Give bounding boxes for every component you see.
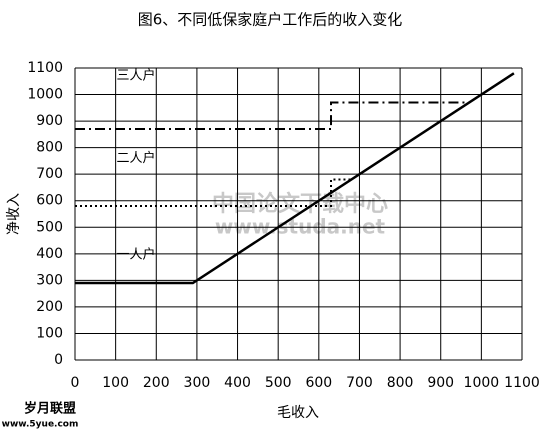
x-tick-label: 900	[427, 375, 454, 391]
x-tick-label: 800	[387, 375, 414, 391]
x-tick-label: 300	[184, 375, 211, 391]
y-tick-label: 1000	[27, 87, 63, 103]
chart-title: 图6、不同低保家庭户工作后的收入变化	[138, 11, 403, 29]
x-tick-label: 500	[265, 375, 292, 391]
y-tick-label: 200	[36, 299, 63, 315]
y-tick-label: 100	[36, 325, 63, 341]
y-tick-label: 500	[36, 219, 63, 235]
y-tick-label: 900	[36, 113, 63, 129]
x-tick-label: 600	[305, 375, 332, 391]
x-tick-label: 100	[102, 375, 129, 391]
y-tick-label: 600	[36, 193, 63, 209]
x-tick-label: 700	[346, 375, 373, 391]
annotation: 一人户	[116, 247, 155, 263]
y-tick-label: 700	[36, 166, 63, 182]
watermark: www.5yue.com	[2, 420, 79, 430]
x-axis-label: 毛收入	[277, 405, 319, 421]
y-tick-label: 300	[36, 272, 63, 288]
y-tick-label: 0	[54, 352, 63, 368]
y-axis-label: 净收入	[6, 193, 22, 235]
series-line	[75, 72, 515, 285]
annotation: 二人户	[116, 150, 155, 166]
annotation: 三人户	[116, 67, 155, 83]
x-tick-label: 1000	[464, 375, 500, 391]
y-tick-label: 800	[36, 140, 63, 156]
watermark: 岁月联盟	[24, 401, 76, 417]
y-tick-label: 400	[36, 246, 63, 262]
y-tick-label: 1100	[27, 60, 63, 76]
series-line	[75, 72, 515, 131]
watermark: www.studa.net	[215, 215, 386, 239]
x-tick-label: 1100	[504, 375, 540, 391]
x-tick-label: 400	[224, 375, 251, 391]
x-tick-label: 200	[143, 375, 170, 391]
x-tick-label: 0	[71, 375, 80, 391]
